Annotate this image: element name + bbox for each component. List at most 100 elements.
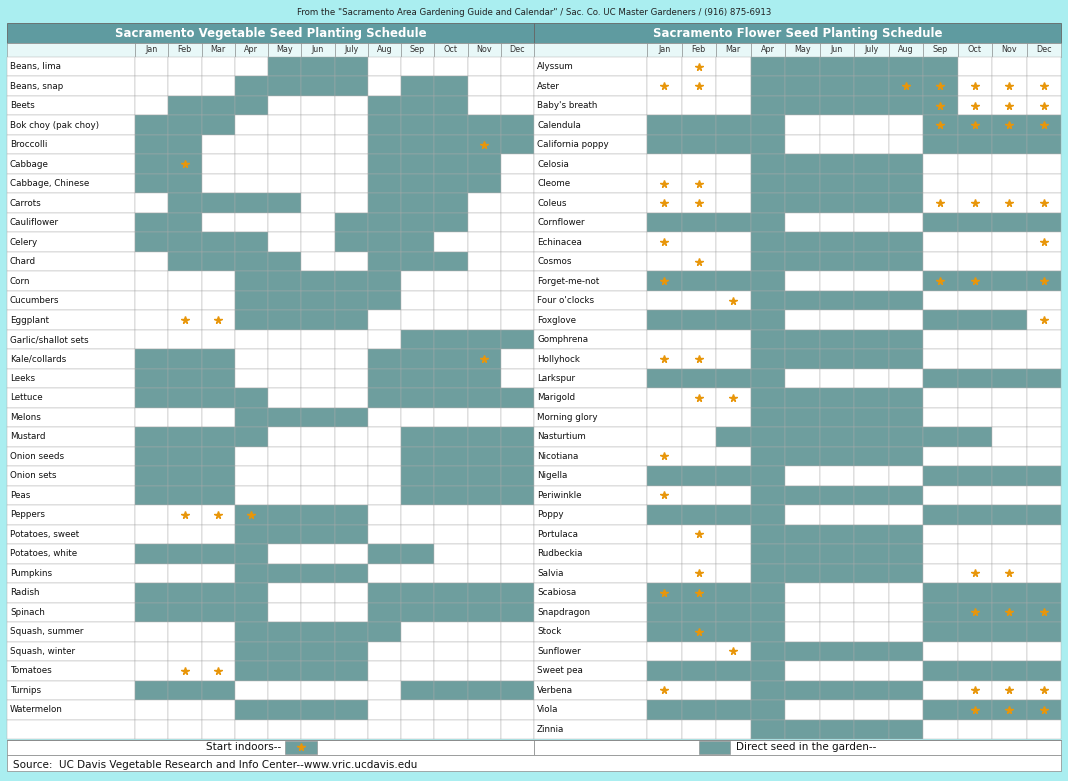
Bar xyxy=(501,369,534,388)
Bar xyxy=(367,388,400,408)
Bar xyxy=(334,680,367,700)
Bar xyxy=(785,251,819,271)
Bar xyxy=(7,700,135,719)
Bar xyxy=(334,271,367,291)
Text: Apr: Apr xyxy=(245,45,258,55)
Bar xyxy=(854,505,889,525)
Bar xyxy=(819,251,854,271)
Bar xyxy=(1026,622,1061,641)
Bar xyxy=(958,349,992,369)
Bar xyxy=(785,349,819,369)
Bar xyxy=(785,310,819,330)
Bar xyxy=(135,603,169,622)
Bar xyxy=(501,505,534,525)
Bar xyxy=(647,622,681,641)
Bar xyxy=(716,408,751,427)
Bar xyxy=(819,700,854,719)
Bar xyxy=(716,369,751,388)
Bar xyxy=(681,564,716,583)
Text: Sunflower: Sunflower xyxy=(537,647,581,656)
Bar xyxy=(435,194,468,213)
Text: Beans, snap: Beans, snap xyxy=(10,82,63,91)
Bar xyxy=(785,661,819,680)
Bar xyxy=(301,369,334,388)
Bar xyxy=(992,388,1026,408)
Bar xyxy=(268,719,301,739)
Bar xyxy=(501,525,534,544)
Bar xyxy=(334,43,367,57)
Bar xyxy=(501,603,534,622)
Bar xyxy=(751,155,785,174)
Bar xyxy=(647,661,681,680)
Bar xyxy=(647,505,681,525)
Text: Calendula: Calendula xyxy=(537,121,581,130)
Bar xyxy=(923,369,958,388)
Bar xyxy=(698,741,731,754)
Bar xyxy=(7,194,135,213)
Bar xyxy=(1026,641,1061,661)
Bar xyxy=(819,388,854,408)
Bar xyxy=(716,155,751,174)
Bar xyxy=(301,57,334,77)
Bar xyxy=(958,544,992,564)
Text: Stock: Stock xyxy=(537,627,562,637)
Bar xyxy=(1026,330,1061,349)
Bar xyxy=(7,719,135,739)
Bar xyxy=(819,369,854,388)
Bar xyxy=(435,641,468,661)
Bar xyxy=(301,661,334,680)
Bar xyxy=(400,622,435,641)
Bar xyxy=(468,680,501,700)
Bar xyxy=(468,43,501,57)
Bar xyxy=(992,330,1026,349)
Bar xyxy=(889,135,923,155)
Bar xyxy=(785,57,819,77)
Bar xyxy=(334,641,367,661)
Bar xyxy=(716,641,751,661)
Bar xyxy=(716,251,751,271)
Bar xyxy=(202,680,235,700)
Bar xyxy=(268,77,301,96)
Bar xyxy=(751,310,785,330)
Text: Carrots: Carrots xyxy=(10,198,42,208)
Bar xyxy=(534,447,647,466)
Bar xyxy=(468,505,501,525)
Bar xyxy=(400,213,435,233)
Text: Corn: Corn xyxy=(10,276,31,286)
Text: Marigold: Marigold xyxy=(537,394,576,402)
Bar xyxy=(135,251,169,271)
Bar xyxy=(923,700,958,719)
Bar xyxy=(169,310,202,330)
Bar xyxy=(268,291,301,310)
Bar xyxy=(716,43,751,57)
Bar xyxy=(854,603,889,622)
Bar xyxy=(7,213,135,233)
Bar xyxy=(268,174,301,194)
Bar xyxy=(751,700,785,719)
Text: Aug: Aug xyxy=(898,45,913,55)
Bar xyxy=(958,310,992,330)
Bar xyxy=(889,291,923,310)
Bar xyxy=(923,408,958,427)
Bar xyxy=(468,603,501,622)
Bar xyxy=(435,700,468,719)
Bar xyxy=(751,680,785,700)
Bar xyxy=(367,271,400,291)
Bar xyxy=(334,369,367,388)
Bar xyxy=(958,661,992,680)
Bar xyxy=(367,310,400,330)
Bar xyxy=(785,466,819,486)
Bar xyxy=(647,603,681,622)
Bar xyxy=(923,486,958,505)
Bar xyxy=(169,486,202,505)
Bar xyxy=(889,369,923,388)
Bar xyxy=(854,116,889,135)
Bar xyxy=(923,135,958,155)
Bar xyxy=(889,251,923,271)
Bar xyxy=(7,155,135,174)
Bar xyxy=(1026,427,1061,447)
Bar xyxy=(135,369,169,388)
Bar xyxy=(992,486,1026,505)
Text: Echinacea: Echinacea xyxy=(537,237,582,247)
Bar xyxy=(235,486,268,505)
